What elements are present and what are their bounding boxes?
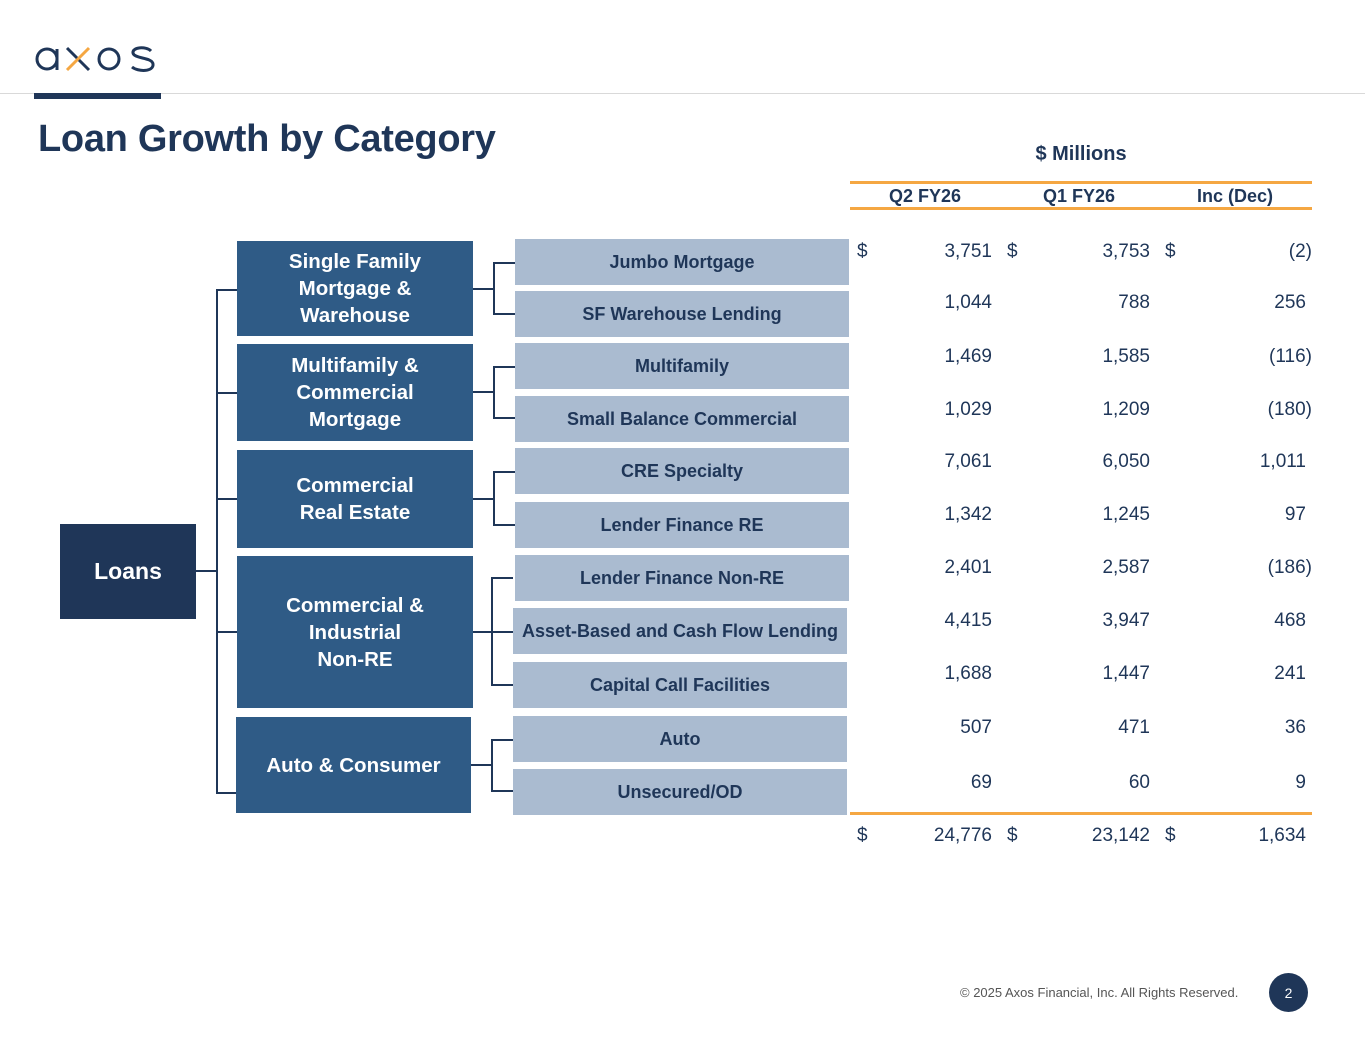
total-currency-chg: $ — [1165, 825, 1176, 846]
cell-change: (116) — [1269, 346, 1312, 367]
connector-cat-5 — [216, 792, 237, 794]
cell-q2: 1,342 — [944, 504, 992, 525]
cell-currency-q1: $ — [1007, 241, 1018, 262]
cell-q2: 69 — [970, 772, 992, 793]
connector-g1-b — [493, 313, 515, 315]
connector-cat-2 — [216, 392, 237, 394]
total-q2: 24,776 — [933, 825, 992, 846]
connector-g3-a — [493, 471, 515, 473]
cell-change: 1,011 — [1259, 451, 1306, 472]
connector-g1-bar — [493, 262, 495, 315]
connector-g5-stem — [471, 764, 493, 766]
cell-change: (2) — [1288, 241, 1312, 262]
axos-logo: axos — [34, 38, 164, 78]
cell-q1: 1,245 — [1102, 504, 1150, 525]
cell-currency-chg: $ — [1165, 241, 1176, 262]
connector-g3-stem — [473, 498, 495, 500]
total-rule — [850, 812, 1312, 815]
sub-small-balance-commercial: Small Balance Commercial — [515, 396, 849, 442]
sub-unsecured-od: Unsecured/OD — [513, 769, 847, 815]
cell-change: (186) — [1267, 557, 1312, 578]
total-currency-q1: $ — [1007, 825, 1018, 846]
connector-g3-bar — [493, 471, 495, 526]
cell-q2: 7,061 — [944, 451, 992, 472]
cell-q2: 1,029 — [944, 399, 992, 420]
cell-change: 36 — [1284, 717, 1306, 738]
connector-root — [196, 570, 218, 572]
connector-g5-b — [491, 790, 513, 792]
sub-auto: Auto — [513, 716, 847, 762]
cell-q1: 1,447 — [1102, 663, 1150, 684]
connector-g4-c — [491, 684, 513, 686]
cell-q1: 788 — [1118, 292, 1150, 313]
sub-sf-warehouse-lending: SF Warehouse Lending — [515, 291, 849, 337]
cell-q1: 1,585 — [1102, 346, 1150, 367]
cell-change: 9 — [1295, 772, 1306, 793]
connector-g5-bar — [491, 739, 493, 792]
table-units: $ Millions — [1035, 143, 1127, 165]
cell-q2: 1,469 — [944, 346, 992, 367]
header-top-rule — [850, 181, 1312, 184]
col-header-q2: Q2 FY26 — [888, 186, 962, 206]
col-header-change: Inc (Dec) — [1196, 186, 1274, 206]
total-change: 1,634 — [1258, 825, 1306, 846]
connector-g4-stem — [473, 631, 513, 633]
connector-cat-4 — [216, 631, 237, 633]
page-number-badge: 2 — [1269, 973, 1308, 1012]
category-commercial-real-estate: Commercial Real Estate — [237, 450, 473, 548]
connector-spine — [216, 289, 218, 794]
col-header-q1: Q1 FY26 — [1042, 186, 1116, 206]
cell-change: (180) — [1267, 399, 1312, 420]
sub-lender-finance-re: Lender Finance RE — [515, 502, 849, 548]
header-bottom-rule — [850, 207, 1312, 210]
connector-g4-bar — [491, 577, 493, 686]
cell-q2: 2,401 — [944, 557, 992, 578]
cell-change: 256 — [1274, 292, 1306, 313]
cell-q1: 6,050 — [1102, 451, 1150, 472]
cell-q2: 1,044 — [944, 292, 992, 313]
cell-q1: 1,209 — [1102, 399, 1150, 420]
cell-currency-q2: $ — [857, 241, 868, 262]
connector-cat-1 — [216, 289, 237, 291]
connector-g5-a — [491, 739, 513, 741]
page-title: Loan Growth by Category — [38, 118, 496, 160]
connector-g2-bar — [493, 366, 495, 419]
connector-g3-b — [493, 524, 515, 526]
sub-capital-call-facilities: Capital Call Facilities — [513, 662, 847, 708]
sub-jumbo-mortgage: Jumbo Mortgage — [515, 239, 849, 285]
cell-change: 468 — [1274, 610, 1306, 631]
cell-q1: 3,947 — [1102, 610, 1150, 631]
cell-q1: 471 — [1118, 717, 1150, 738]
connector-g2-a — [493, 366, 515, 368]
cell-q1: 2,587 — [1102, 557, 1150, 578]
sub-cre-specialty: CRE Specialty — [515, 448, 849, 494]
cell-change: 97 — [1284, 504, 1306, 525]
cell-q1: 3,753 — [1102, 241, 1150, 262]
sub-asset-based-cash-flow: Asset-Based and Cash Flow Lending — [513, 608, 847, 654]
sub-multifamily: Multifamily — [515, 343, 849, 389]
footer-copyright: © 2025 Axos Financial, Inc. All Rights R… — [960, 985, 1239, 1000]
connector-g2-b — [493, 417, 515, 419]
category-single-family: Single Family Mortgage & Warehouse — [237, 241, 473, 336]
category-commercial-industrial: Commercial & Industrial Non-RE — [237, 556, 473, 708]
cell-q2: 4,415 — [944, 610, 992, 631]
cell-q2: 507 — [960, 717, 992, 738]
cell-q1: 60 — [1128, 772, 1150, 793]
category-multifamily-commercial: Multifamily & Commercial Mortgage — [237, 344, 473, 441]
total-q1: 23,142 — [1091, 825, 1150, 846]
header-accent-bar — [34, 93, 161, 99]
cell-change: 241 — [1274, 663, 1306, 684]
loans-root-box: Loans — [60, 524, 196, 619]
connector-cat-3 — [216, 498, 237, 500]
category-auto-consumer: Auto & Consumer — [236, 717, 471, 813]
connector-g2-stem — [473, 391, 495, 393]
sub-lender-finance-non-re: Lender Finance Non-RE — [515, 555, 849, 601]
header-divider — [0, 93, 1365, 94]
connector-g1-stem — [473, 288, 495, 290]
connector-g1-a — [493, 262, 515, 264]
total-currency-q2: $ — [857, 825, 868, 846]
connector-g4-a — [491, 577, 513, 579]
cell-q2: 1,688 — [944, 663, 992, 684]
cell-q2: 3,751 — [944, 241, 992, 262]
